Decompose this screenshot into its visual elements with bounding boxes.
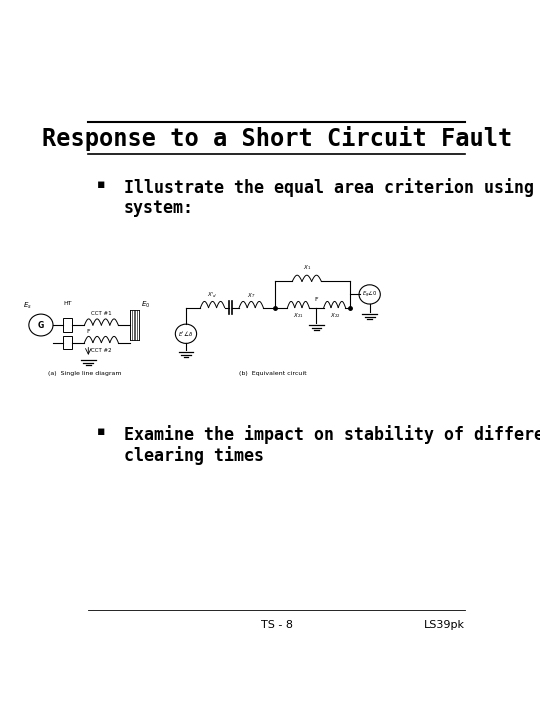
Text: $X_{21}$: $X_{21}$ [293, 311, 303, 320]
Bar [63, 318, 72, 332]
Text: LS39pk: LS39pk [424, 620, 465, 630]
Text: $E'\angle\delta$: $E'\angle\delta$ [178, 329, 193, 338]
Text: F: F [315, 297, 318, 302]
Text: CCT #1: CCT #1 [91, 311, 112, 316]
Text: $X_{22}$: $X_{22}$ [329, 311, 340, 320]
Text: (a)  Single line diagram: (a) Single line diagram [48, 372, 121, 377]
Text: ▪: ▪ [97, 425, 105, 438]
Text: TS - 8: TS - 8 [261, 620, 293, 630]
Text: $X_T$: $X_T$ [247, 291, 255, 300]
Text: F: F [86, 329, 90, 334]
Text: $X'_d$: $X'_d$ [207, 290, 218, 300]
Bar [63, 336, 72, 349]
Text: HT: HT [63, 302, 72, 306]
Text: clearing times: clearing times [124, 446, 264, 464]
Text: Examine the impact on stability of different fault: Examine the impact on stability of diffe… [124, 425, 540, 444]
Text: G: G [38, 320, 44, 330]
Text: Response to a Short Circuit Fault: Response to a Short Circuit Fault [42, 126, 512, 150]
Text: system:: system: [124, 199, 194, 217]
Text: $X_1$: $X_1$ [303, 263, 311, 272]
Text: $E_s$: $E_s$ [23, 300, 32, 311]
Text: ▪: ▪ [97, 178, 105, 191]
Text: CCT #2: CCT #2 [91, 348, 112, 353]
Text: (b)  Equivalent circuit: (b) Equivalent circuit [239, 372, 307, 377]
Text: $E_0$: $E_0$ [141, 300, 151, 310]
Text: Illustrate the equal area criterion using the following: Illustrate the equal area criterion usin… [124, 178, 540, 197]
Text: $E_g\angle 0$: $E_g\angle 0$ [362, 289, 377, 300]
